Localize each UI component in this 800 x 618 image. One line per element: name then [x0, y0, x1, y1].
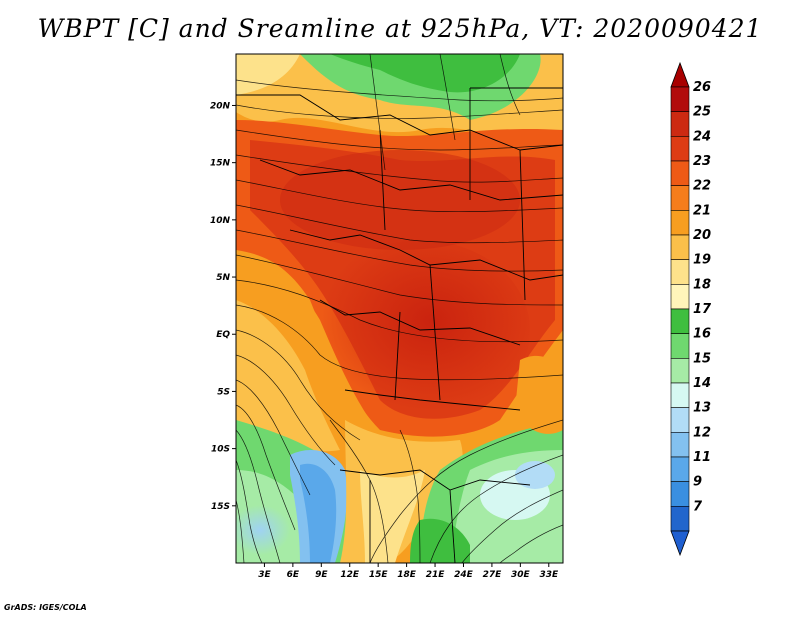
colorbar-label: 20 [693, 228, 711, 243]
lon-label: 9E [315, 570, 328, 580]
colorbar-segment [670, 506, 690, 532]
colorbar-label: 13 [693, 401, 711, 416]
colorbar-segment [670, 86, 690, 112]
colorbar-segment [670, 160, 690, 186]
colorbar-label: 26 [693, 80, 711, 95]
lat-label: 10N [210, 216, 231, 226]
colorbar-segment [670, 456, 690, 482]
lon-label: 18E [397, 570, 417, 580]
colorbar-label: 16 [693, 327, 711, 342]
colorbar-label: 22 [693, 179, 711, 194]
colorbar-top-arrow [670, 61, 690, 88]
colorbar: 26 25 24 23 22 21 20 19 18 17 16 15 14 13 12 11 9 7 [670, 61, 712, 557]
colorbar-label: 19 [693, 253, 711, 268]
colorbar-label: 9 [693, 475, 702, 490]
lat-label: 15N [210, 159, 231, 169]
map-title: WBPT [C] and Sreamline at 925hPa, VT: 20… [37, 14, 763, 43]
colorbar-segment [670, 210, 690, 236]
map-frame [235, 53, 564, 564]
lon-label: 3E [258, 570, 271, 580]
colorbar-segment [670, 333, 690, 359]
colorbar-segment [670, 136, 690, 162]
colorbar-label: 12 [693, 425, 711, 440]
longitude-axis: 3E 6E 9E 12E 15E 18E 21E 24E 27E 30E 33E [258, 563, 559, 580]
lon-label: 12E [340, 570, 360, 580]
lon-label: 33E [539, 570, 559, 580]
lon-label: 24E [454, 570, 474, 580]
colorbar-segment [670, 111, 690, 137]
lat-label: 15S [211, 502, 230, 512]
colorbar-label: 7 [693, 499, 703, 514]
colorbar-label: 17 [693, 302, 712, 317]
colorbar-label: 18 [693, 277, 711, 292]
latitude-axis: 20N 15N 10N 5N EQ 5S 10S 15S [210, 101, 236, 512]
colorbar-label: 21 [693, 203, 711, 218]
colorbar-label: 11 [693, 450, 711, 465]
colorbar-segment [670, 432, 690, 458]
lon-label: 21E [426, 570, 446, 580]
colorbar-segment [670, 284, 690, 310]
colorbar-label: 15 [693, 351, 711, 366]
colorbar-bottom-arrow [670, 530, 690, 557]
lat-label: 5N [216, 273, 230, 283]
lat-label: 5S [217, 387, 230, 397]
lon-label: 6E [287, 570, 300, 580]
lat-label: 10S [211, 445, 230, 455]
lon-label: 27E [483, 570, 503, 580]
colorbar-segment [670, 481, 690, 507]
colorbar-segment [670, 308, 690, 334]
colorbar-segment [670, 382, 690, 408]
colorbar-segment [670, 358, 690, 384]
colorbar-label: 23 [693, 154, 711, 169]
grads-credit: GrADS: IGES/COLA [4, 603, 87, 612]
lon-label: 15E [369, 570, 389, 580]
lon-label: 30E [511, 570, 531, 580]
colorbar-segment [670, 407, 690, 433]
lat-label: EQ [216, 330, 230, 340]
colorbar-label: 14 [693, 376, 711, 391]
colorbar-segment [670, 234, 690, 260]
colorbar-label: 25 [693, 105, 711, 120]
map-panel [236, 54, 563, 563]
colorbar-segment [670, 185, 690, 211]
colorbar-label: 24 [693, 129, 711, 144]
lat-label: 20N [210, 101, 231, 111]
colorbar-segment [670, 259, 690, 285]
